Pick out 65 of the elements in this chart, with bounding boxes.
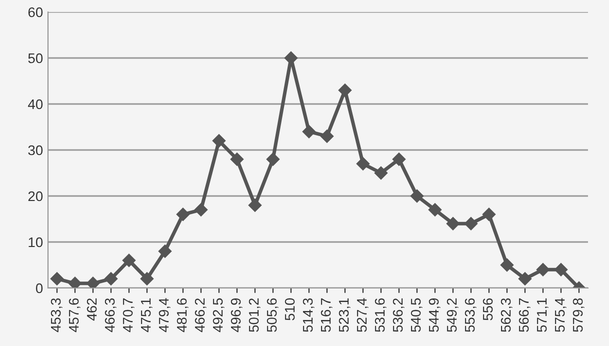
point [248, 198, 262, 212]
x-tick-label: 514,3 [302, 298, 314, 332]
x-tick-label: 575,4 [555, 298, 566, 332]
x-tick-label: 516,7 [320, 298, 332, 332]
x-tick-label: 501,2 [248, 298, 260, 332]
point [536, 263, 550, 276]
x-tick-label: 496,9 [230, 298, 242, 332]
point [194, 203, 208, 216]
x-tick-label: 475,1 [141, 298, 152, 332]
x-tick-label: 481,6 [176, 298, 188, 332]
y-tick-label: 50 [28, 53, 43, 64]
x-tick-label: 527,4 [356, 298, 368, 332]
x-tick-label: 556 [482, 298, 493, 320]
point [446, 217, 460, 230]
point [302, 125, 316, 138]
y-tick-label: 0 [36, 283, 43, 294]
point [86, 276, 100, 288]
point [464, 217, 478, 230]
x-tick-label: 540,5 [410, 298, 422, 332]
y-tick-label: 60 [28, 7, 43, 18]
x-tick-label: 462 [86, 298, 97, 321]
point [338, 84, 352, 97]
point [356, 157, 370, 170]
x-tick-label: 466,2 [194, 298, 206, 332]
point [158, 244, 172, 258]
point [140, 272, 154, 286]
y-tick-label: 20 [28, 191, 43, 202]
x-tick-label: 536,2 [392, 298, 404, 332]
x-tick-label: 531,6 [374, 298, 386, 332]
point [50, 272, 64, 286]
point [518, 272, 532, 286]
point [68, 276, 82, 288]
point [212, 134, 226, 148]
point [230, 152, 244, 166]
point [374, 166, 388, 180]
x-tick-label: 523,1 [338, 298, 350, 332]
point [176, 208, 190, 221]
x-tick-label: 544,9 [428, 298, 440, 332]
point [410, 189, 424, 203]
x-tick-label: 562,3 [500, 298, 512, 332]
x-tick-label: 479,4 [158, 298, 170, 332]
point [104, 272, 118, 286]
point [266, 152, 280, 166]
point [392, 152, 406, 166]
x-tick-label: 492,5 [212, 298, 224, 332]
point [554, 263, 568, 276]
y-tick-label: 10 [28, 237, 43, 248]
y-tick-label: 30 [28, 145, 43, 156]
x-tick-label: 553,6 [464, 298, 476, 332]
x-tick-label: 453,3 [50, 298, 62, 332]
x-tick-label: 549,2 [446, 298, 458, 332]
y-tick-label: 40 [28, 99, 43, 110]
point [428, 203, 442, 216]
x-tick-label: 579,8 [572, 298, 584, 332]
x-tick-label: 510 [284, 298, 295, 320]
x-tick-label: 566,7 [518, 298, 530, 332]
x-tick-label: 466,3 [104, 298, 116, 332]
point [320, 130, 334, 143]
x-tick-label: 571,1 [537, 298, 548, 332]
point [122, 254, 136, 267]
x-tick-label: 505,6 [266, 298, 278, 332]
x-tick-label: 470,7 [122, 298, 134, 332]
point [482, 208, 496, 221]
x-tick-label: 457,6 [68, 298, 80, 332]
point [500, 258, 514, 272]
